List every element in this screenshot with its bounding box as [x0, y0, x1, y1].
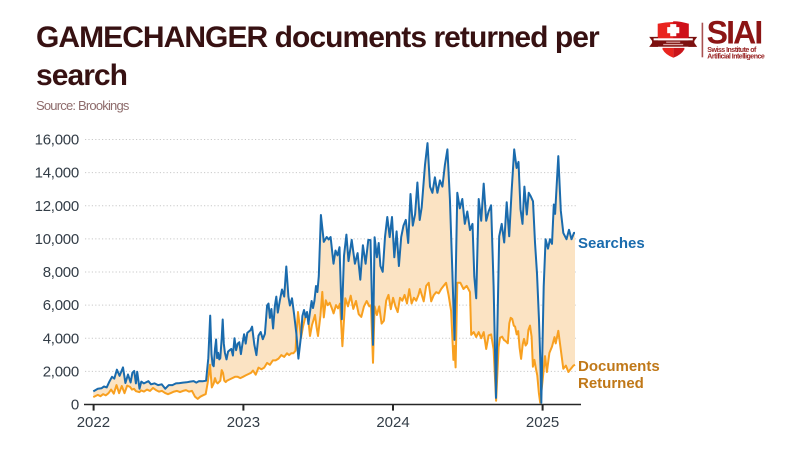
svg-text:0: 0 [71, 397, 79, 414]
svg-text:14,000: 14,000 [35, 165, 79, 182]
svg-text:2025: 2025 [526, 414, 559, 431]
svg-text:Returned: Returned [578, 375, 644, 392]
svg-text:16,000: 16,000 [35, 132, 79, 149]
svg-text:10,000: 10,000 [35, 231, 79, 248]
svg-text:2024: 2024 [376, 414, 409, 431]
svg-text:Artificial Intelligence: Artificial Intelligence [707, 54, 765, 61]
svg-text:4,000: 4,000 [43, 330, 79, 347]
svg-text:Swiss Institute of: Swiss Institute of [707, 47, 757, 54]
svg-text:2023: 2023 [227, 414, 260, 431]
svg-text:2022: 2022 [77, 414, 110, 431]
svg-text:6,000: 6,000 [43, 297, 79, 314]
svg-text:Documents: Documents [578, 358, 660, 375]
svg-text:SIAI: SIAI [707, 15, 762, 51]
svg-text:2,000: 2,000 [43, 363, 79, 380]
svg-text:12,000: 12,000 [35, 198, 79, 215]
svg-text:8,000: 8,000 [43, 264, 79, 281]
svg-text:Searches: Searches [578, 235, 645, 252]
